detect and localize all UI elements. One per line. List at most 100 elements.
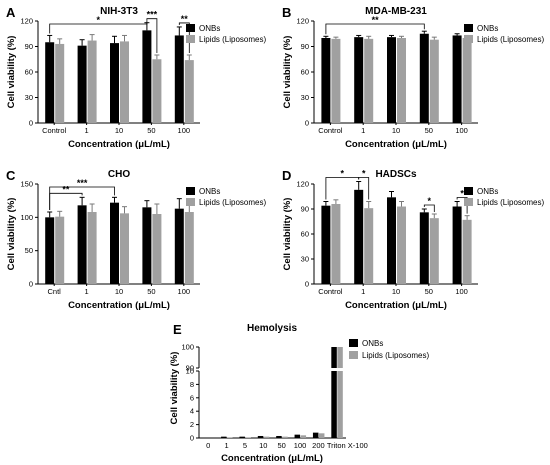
bar [462,219,472,284]
x-axis-label: Concentration (μL/mL) [345,300,447,311]
x-tick-label: 1 [85,287,89,296]
bar [239,436,245,438]
bar [387,37,396,123]
bar [331,347,337,368]
significance-marker: ** [325,15,425,35]
bar [184,60,194,123]
bar [152,59,162,123]
bar [55,43,65,124]
panel-letter: B [282,5,291,20]
panel-title: CHO [108,169,130,180]
significance-label: * [341,169,345,179]
bar [387,197,396,284]
significance-label: *** [147,10,158,20]
legend-label: Lipids (Liposomes) [477,198,544,207]
bar [45,42,55,123]
bar [452,206,462,284]
x-tick-label: 100 [178,126,191,135]
legend-swatch [349,351,358,359]
significance-marker: * [423,196,435,212]
bar [142,207,152,284]
legend: ONBs Lipids (Liposomes) [464,24,544,44]
significance-bracket [423,204,435,212]
significance-label: * [362,169,366,179]
significance-label: *** [77,178,88,188]
x-tick-label: 1 [224,441,228,450]
bar [300,435,307,438]
significance-bracket [325,177,360,200]
bar [364,208,374,284]
y-tick-label: 60 [301,230,309,239]
significance-label: ** [181,14,189,24]
legend-swatch [186,24,195,32]
significance-label: * [97,15,101,25]
bar [120,41,129,123]
x-tick-label: 100 [178,287,191,296]
x-tick-label: 200 [312,441,325,450]
y-tick-label: 50 [25,246,33,255]
panel-title: MDA-MB-231 [365,6,427,17]
legend-label: ONBs [199,187,220,196]
bar [294,434,301,438]
bar [419,212,429,284]
bar [429,218,439,284]
x-tick-label: 5 [243,441,247,450]
significance-bracket [49,186,115,210]
bar [227,437,233,438]
x-tick-label: Cntl [48,287,62,296]
x-tick-label: 10 [115,126,123,135]
bar [321,205,331,284]
panel-b: B MDA-MB-231 0 30 60 90 120 Cell viability (%) C… [282,5,544,150]
y-tick-label: 8 [190,380,194,389]
y-tick-label: 60 [301,68,309,77]
x-tick-label: 50 [147,126,155,135]
x-axis-label: Concentration (μL/mL) [345,139,447,150]
bar [110,202,119,284]
y-tick-label: 6 [190,393,194,402]
bar [331,371,337,438]
bar [87,40,97,123]
bar [77,205,87,284]
x-tick-label: 10 [392,126,400,135]
x-tick-label: 10 [392,287,400,296]
y-axis-label: Cell viability (%) [282,198,293,271]
x-tick-label: 10 [259,441,267,450]
bar [221,436,227,438]
y-tick-label: 90 [25,42,33,51]
x-tick-label: 50 [425,126,433,135]
panel-title: NIH-3T3 [100,6,138,17]
y-tick-label: 120 [296,180,309,189]
y-tick-label: 90 [301,42,309,51]
bar [142,30,152,124]
x-tick-label: 50 [278,441,286,450]
bar [87,212,97,284]
bar [263,436,270,438]
significance-marker: *** [146,10,158,53]
y-tick-label: 120 [296,17,309,26]
x-tick-label: 100 [455,287,468,296]
y-tick-label: 90 [301,205,309,214]
bar [462,38,472,123]
legend-swatch [186,187,195,195]
legend-label: Lipids (Liposomes) [477,35,544,44]
significance-marker: *** [49,178,115,210]
significance-bracket [49,20,148,34]
y-tick-label: 100 [181,343,194,352]
legend-label: Lipids (Liposomes) [199,198,266,207]
bar [397,38,406,123]
bar [397,206,406,284]
y-tick-label: 0 [190,434,194,443]
y-tick-label: 0 [29,280,33,289]
legend-label: ONBs [362,339,383,348]
x-tick-label: 1 [361,126,365,135]
x-tick-label: 0 [206,441,210,450]
legend-swatch [186,35,195,43]
panel-letter: E [173,322,182,337]
y-tick-label: 30 [25,93,33,102]
bar [318,433,325,438]
y-tick-label: 0 [305,280,309,289]
x-axis-label: Concentration (μL/mL) [68,300,170,311]
y-tick-label: 120 [20,17,33,26]
y-axis-label: Cell viability (%) [6,36,17,109]
